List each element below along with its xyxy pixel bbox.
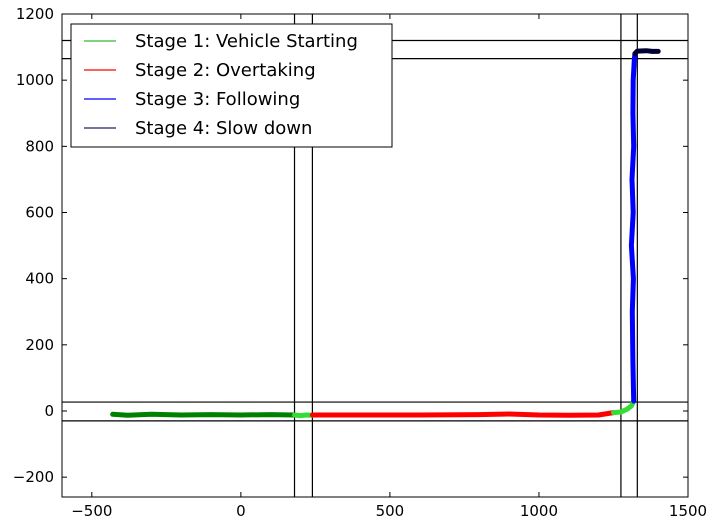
series-line-1 [292,412,315,419]
legend-label: Stage 3: Following [135,89,300,110]
series-line-0 [110,411,297,418]
series-line-2 [309,410,616,418]
y-tick-label: 400 [25,270,54,288]
y-tick-label: 800 [25,137,54,155]
x-tick-label: 1500 [669,502,707,520]
y-tick-label: 1200 [16,5,54,23]
x-tick-label: 500 [376,502,405,520]
y-tick-label: 1000 [16,71,54,89]
series-line-5 [632,48,661,57]
y-tick-label: −200 [13,468,54,486]
series-line-3 [611,398,637,416]
legend-label: Stage 4: Slow down [135,118,312,139]
y-tick-label: 0 [44,402,54,420]
y-tick-label: 600 [25,203,54,221]
legend-label: Stage 2: Overtaking [135,60,316,81]
plot-area-frame [61,13,689,498]
x-tick-label: 1000 [520,502,558,520]
y-tick-label: 200 [25,336,54,354]
x-tick-label: 0 [236,502,246,520]
axis-ticks: −500 0 500 1000 1500 −200 0 200 400 600 800 1000 120… [13,5,707,520]
x-tick-label: −500 [71,502,112,520]
legend-box [70,23,393,148]
legend-label: Stage 1: Vehicle Starting [135,31,358,52]
series-layer [110,48,661,419]
series-line-4 [628,51,638,404]
legend: Stage 1: Vehicle Starting Stage 2: Overta… [70,23,393,148]
